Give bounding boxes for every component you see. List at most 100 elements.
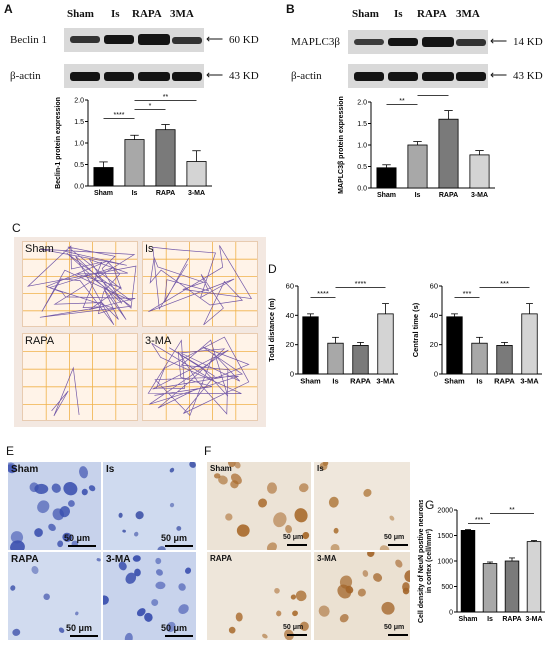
x-tick-label: 3-MA — [376, 377, 395, 386]
stained-cell — [103, 595, 109, 605]
significance-label: ** — [399, 98, 405, 105]
panel-label-a: A — [4, 2, 13, 16]
significance-label: **** — [317, 289, 329, 298]
stained-cell — [367, 552, 375, 557]
blot-b-row1-size: 14 KD — [513, 36, 543, 48]
bar-rapa — [155, 129, 176, 187]
blot-a-row1-band-rapa — [138, 34, 170, 45]
stained-cell — [266, 542, 277, 550]
stained-cell — [213, 473, 221, 479]
stained-cell — [79, 466, 89, 479]
nissl-scale-is: 50 μm — [161, 533, 188, 543]
bar-is — [482, 563, 498, 613]
bar-is — [124, 139, 145, 187]
stained-cell — [132, 555, 141, 562]
stained-cell — [118, 561, 127, 571]
stained-cell — [330, 543, 340, 550]
chart-d-total-distance: 0 20 40 60 Sham Is RAPA 3-MA **** **** Total dista… — [267, 279, 398, 386]
x-tick-label: RAPA — [439, 192, 458, 199]
blot-b-row1-band-rapa — [422, 37, 454, 47]
stained-cell — [379, 545, 390, 550]
stained-cell — [230, 473, 242, 485]
stained-cell — [258, 498, 267, 508]
scale-bar — [165, 545, 193, 547]
stained-cell — [234, 462, 241, 469]
y-tick-label: 1500 — [437, 533, 453, 540]
stained-cell — [157, 546, 166, 550]
stained-cell — [337, 584, 352, 599]
stained-cell — [218, 475, 228, 485]
blot-a-row2-size: 43 KD — [229, 70, 259, 82]
panel-label-b: B — [286, 2, 295, 16]
y-tick-label: 1.0 — [74, 141, 84, 148]
stained-cell — [48, 523, 56, 532]
stained-cell — [31, 566, 39, 574]
blot-b-row2 — [348, 64, 488, 88]
y-tick-label: 500 — [441, 584, 453, 591]
stained-cell — [59, 506, 70, 518]
x-tick-label: RAPA — [502, 616, 521, 623]
panel-label-g: G — [425, 498, 435, 512]
significance-label: ** — [163, 94, 169, 101]
stained-cell — [122, 529, 126, 533]
y-axis-label: Central time (s) — [411, 302, 420, 357]
stained-cell — [290, 594, 297, 600]
stained-cell — [363, 488, 372, 497]
x-tick-label: Is — [487, 616, 493, 623]
bar-3-ma — [377, 313, 394, 375]
y-axis-label: Total distance (m) — [267, 298, 276, 362]
y-tick-label: 0 — [290, 370, 294, 379]
stained-cell — [136, 608, 146, 617]
stained-cell — [189, 462, 196, 468]
blot-b-row1-band-3ma — [456, 39, 486, 46]
blot-a-row1-band-3ma — [172, 37, 202, 44]
stained-cell — [328, 496, 339, 508]
blot-b-row1-band-sham — [354, 39, 384, 45]
stained-cell — [373, 573, 383, 582]
stained-cell — [236, 524, 250, 537]
blot-a-lane-sham: Sham — [67, 8, 94, 20]
stained-cell — [294, 508, 308, 523]
blot-b-row1-protein: MAPLC3β — [291, 36, 340, 48]
stained-cell — [302, 531, 310, 540]
panel-label-e: E — [6, 444, 15, 458]
blot-a-lane-rapa: RAPA — [132, 8, 162, 20]
blot-b-row2-band-sham — [354, 72, 384, 81]
blot-b-row2-protein: β-actin — [291, 70, 322, 82]
track-label-sham: Sham — [25, 243, 54, 255]
movement-trace — [51, 366, 80, 417]
y-tick-label: 0.5 — [74, 162, 84, 169]
neun-scale-sham: 50 μm — [283, 534, 304, 541]
blot-a-lane-is: Is — [111, 8, 120, 20]
stained-cell — [322, 462, 329, 467]
blot-b-row2-band-rapa — [422, 72, 454, 81]
blot-b-lane-rapa: RAPA — [417, 8, 447, 20]
track-rapa-path — [23, 334, 137, 420]
y-tick-label: 0 — [434, 370, 438, 379]
stained-cell — [10, 531, 24, 544]
track-sham-path — [23, 242, 137, 326]
nissl-label-3ma: 3-MA — [106, 554, 131, 565]
stained-cell — [124, 632, 133, 640]
nissl-label-sham: Sham — [11, 464, 39, 475]
stained-cell — [156, 569, 163, 576]
panel-label-d: D — [268, 262, 277, 276]
stained-cell — [37, 500, 50, 514]
bar-3-ma — [186, 161, 207, 187]
stained-cell — [43, 593, 50, 601]
significance-label: *** — [463, 289, 472, 298]
stained-cell — [151, 599, 159, 606]
y-tick-label: 1.5 — [357, 121, 367, 128]
y-tick-label: 40 — [430, 311, 438, 320]
bar-rapa — [504, 560, 520, 613]
x-tick-label: Is — [132, 190, 138, 197]
x-tick-label: Sham — [377, 192, 396, 199]
track-label-3ma: 3-MA — [145, 335, 172, 347]
stained-cell — [178, 583, 186, 591]
x-tick-label: Sham — [300, 377, 321, 386]
stained-cell — [333, 527, 339, 534]
nissl-scale-rapa: 50 μm — [66, 623, 93, 633]
blot-a-row2-band-sham — [70, 72, 100, 81]
